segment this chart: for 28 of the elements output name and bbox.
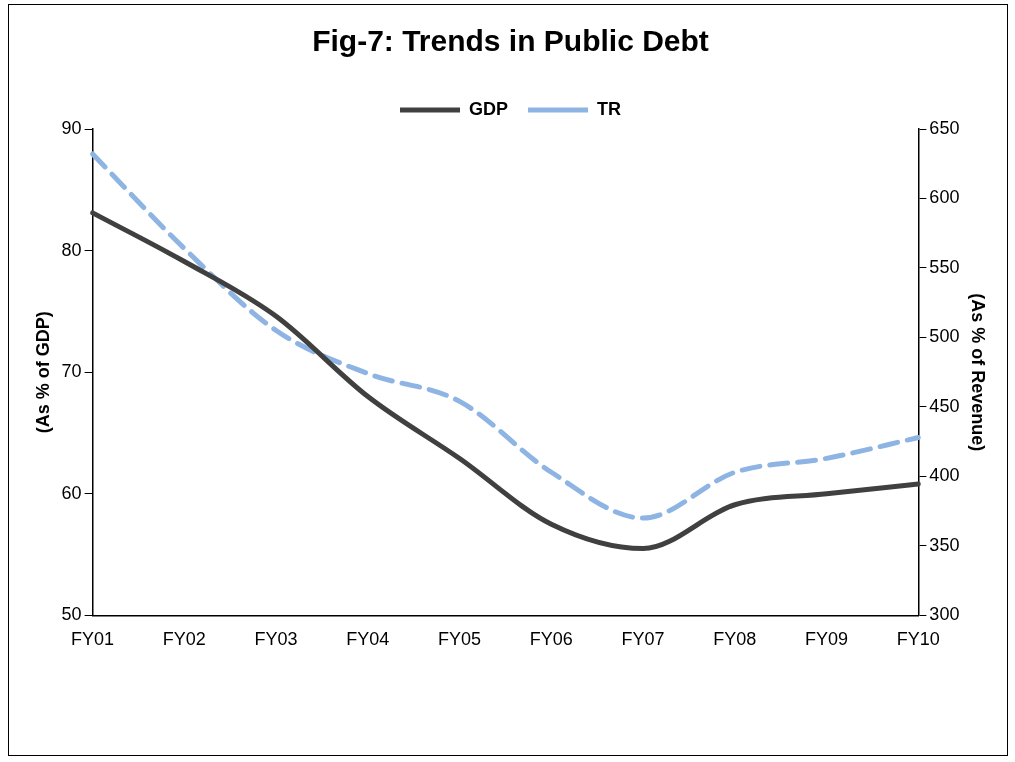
y-axis-title: (As % of GDP) (32, 311, 53, 434)
y2-tick-label: 600 (929, 187, 960, 208)
y2-tick-label: 650 (929, 117, 960, 138)
x-tick-label: FY09 (805, 629, 849, 650)
x-tick-label: FY03 (254, 629, 298, 650)
x-tick-label: FY10 (896, 629, 940, 650)
y-tick-label: 80 (61, 239, 82, 260)
x-tick-label: FY05 (438, 629, 482, 650)
y2-tick-label: 550 (929, 256, 960, 277)
x-tick-label: FY02 (162, 629, 206, 650)
y2-tick-label: 400 (929, 465, 960, 486)
y-tick-label: 60 (61, 482, 82, 503)
x-tick-label: FY07 (621, 629, 665, 650)
y2-tick-label: 500 (929, 326, 960, 347)
x-tick-label: FY06 (529, 629, 573, 650)
y2-tick-label: 350 (929, 534, 960, 555)
x-tick-label: FY04 (346, 629, 390, 650)
y2-axis-title: (As % of Revenue) (968, 293, 989, 452)
x-tick-label: FY08 (713, 629, 757, 650)
chart-title: Fig-7: Trends in Public Debt (312, 24, 709, 58)
y-tick-label: 70 (61, 361, 82, 382)
y2-tick-label: 450 (929, 395, 960, 416)
legend-label: GDP (469, 98, 509, 119)
y2-tick-label: 300 (929, 604, 960, 625)
y-tick-label: 90 (61, 117, 82, 138)
y-tick-label: 50 (61, 604, 82, 625)
legend-label: TR (597, 98, 622, 119)
x-tick-label: FY01 (71, 629, 115, 650)
